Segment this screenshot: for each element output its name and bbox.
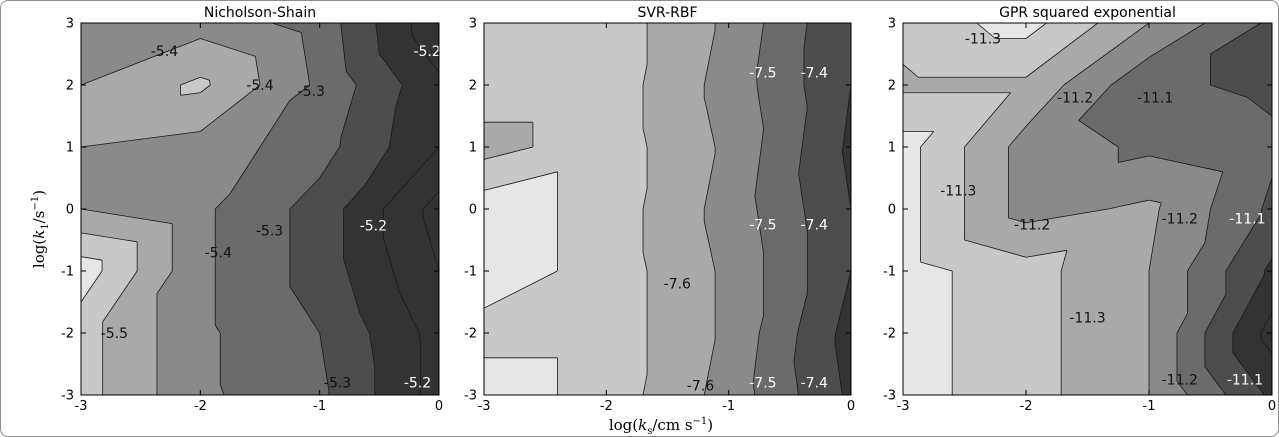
contour-fills (81, 23, 439, 395)
x-tick-label: -1 (722, 399, 735, 414)
contour-line (484, 23, 648, 395)
contour-band (1232, 258, 1272, 395)
contour-line (903, 23, 1047, 395)
contour-label: -5.5 (101, 326, 128, 342)
x-tick-label: -3 (75, 399, 88, 414)
contour-label: -7.4 (801, 218, 828, 234)
contour-line (1232, 258, 1272, 395)
y-tick-label: -3 (61, 389, 74, 404)
contour-line (81, 76, 211, 395)
contour-label: -5.4 (151, 44, 178, 60)
contour-label: -5.2 (360, 219, 387, 235)
contour-label: -5.2 (404, 376, 431, 392)
contour-line (214, 23, 311, 395)
contour-panel-3: -11.3 -11.2 -11.1 -11.3 -11.2 -11.2 -11.1 -11.3… (883, 5, 1276, 414)
contour-line (81, 38, 261, 395)
contour-label: -7.5 (749, 376, 776, 392)
y-tick-label: 1 (66, 141, 74, 156)
contour-line (752, 23, 765, 395)
contour-label: -11.2 (1162, 373, 1198, 389)
contour-label: -5.3 (256, 224, 283, 240)
contour-label: -11.3 (965, 32, 1001, 48)
contour-label: -11.3 (1069, 311, 1105, 327)
contour-label: -7.6 (687, 379, 714, 395)
x-tick-label: -3 (478, 399, 491, 414)
y-tick-label: -3 (464, 389, 477, 404)
contour-band (422, 190, 439, 272)
contour-line (1008, 23, 1162, 395)
x-tick-label: -2 (194, 399, 207, 414)
contour-label: -7.6 (664, 276, 691, 292)
x-tick-label: -1 (1143, 399, 1156, 414)
contour-fills (484, 23, 851, 395)
y-tick-label: -1 (464, 265, 477, 280)
x-tick-label: -3 (897, 399, 910, 414)
contour-label: -5.4 (246, 78, 273, 94)
y-tick-label: 0 (888, 203, 896, 218)
y-axis-label: log(k1/s−1) (30, 190, 51, 268)
y-tick-label: 2 (469, 79, 477, 94)
contour-band (793, 23, 851, 395)
contour-line (1078, 23, 1224, 395)
x-tick-label: 0 (435, 399, 443, 414)
y-tick-label: -1 (883, 265, 896, 280)
contour-label: -11.1 (1227, 373, 1263, 389)
contour-fills (903, 23, 1272, 395)
y-tick-label: -2 (883, 327, 896, 342)
contour-line (703, 23, 716, 395)
contour-line (81, 256, 103, 303)
panel-title: GPR squared exponential (999, 5, 1176, 21)
contour-line (793, 23, 808, 395)
contour-label: -5.3 (298, 84, 325, 100)
y-tick-label: -1 (61, 265, 74, 280)
y-tick-label: 3 (66, 17, 74, 32)
contour-line (903, 23, 1098, 395)
contour-line (1204, 23, 1272, 395)
y-tick-label: 2 (888, 79, 896, 94)
contour-line (484, 171, 558, 395)
contour-label: -5.3 (324, 376, 351, 392)
contour-line (834, 23, 851, 395)
contour-label: -11.3 (940, 183, 976, 199)
contour-label: -11.1 (1137, 90, 1173, 106)
x-tick-label: -2 (1020, 399, 1033, 414)
contour-band (383, 23, 439, 395)
contour-line (289, 23, 357, 395)
contour-line (422, 191, 439, 272)
contour-panel-1: -5.4 -5.4 -5.3 -5.2 -5.3 -5.2 -5.4 -5.5 -5.3 -5.2… (61, 5, 443, 414)
contour-label: -7.4 (801, 66, 828, 82)
contour-line (1260, 312, 1272, 354)
contour-label: -5.2 (413, 44, 440, 60)
contour-line (382, 23, 439, 395)
x-axis-label: log(ks/cm s−1) (609, 416, 713, 437)
contour-label: -7.5 (749, 218, 776, 234)
y-tick-label: 0 (66, 203, 74, 218)
y-tick-label: 0 (469, 203, 477, 218)
contour-label: -7.4 (801, 376, 828, 392)
x-tick-label: -1 (313, 399, 326, 414)
contour-label: -11.2 (1162, 211, 1198, 227)
contour-label: -11.2 (1057, 90, 1093, 106)
panel-title: SVR-RBF (637, 5, 697, 21)
contour-label: -11.1 (1229, 211, 1265, 227)
y-tick-label: 3 (469, 17, 477, 32)
contour-label: -5.4 (205, 245, 232, 261)
x-tick-label: 0 (847, 399, 855, 414)
y-tick-label: -2 (464, 327, 477, 342)
contour-label: -11.2 (1014, 218, 1050, 234)
y-tick-label: 3 (888, 17, 896, 32)
y-tick-label: 1 (888, 141, 896, 156)
y-tick-label: -2 (61, 327, 74, 342)
contour-label: -7.5 (749, 66, 776, 82)
contour-line (343, 23, 403, 395)
x-tick-label: 0 (1268, 399, 1276, 414)
y-tick-label: 1 (469, 141, 477, 156)
contour-panel-2: -7.5 -7.4 -7.5 -7.4 -7.6 -7.6 -7.5 -7.4 -3 -2 -1 0 -… (464, 5, 855, 414)
panel-title: Nicholson-Shain (204, 5, 316, 21)
x-tick-label: -2 (600, 399, 613, 414)
y-tick-label: -3 (883, 389, 896, 404)
y-tick-label: 2 (66, 79, 74, 94)
